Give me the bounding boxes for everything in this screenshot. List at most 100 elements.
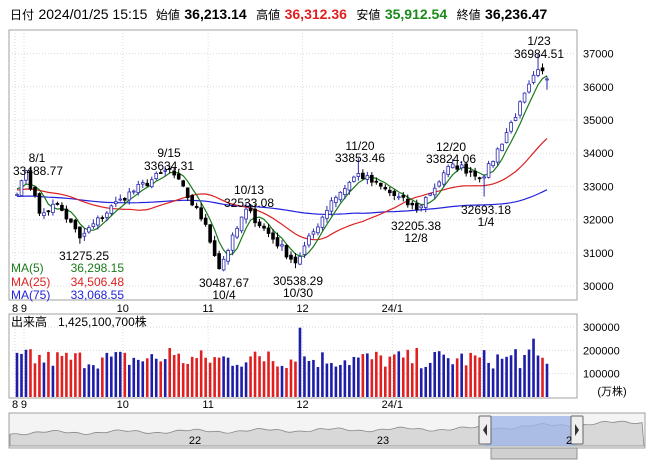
candle <box>181 179 185 188</box>
navigator-right-handle[interactable] <box>570 415 584 445</box>
candle <box>118 194 123 202</box>
candle <box>423 196 428 213</box>
candle <box>383 184 388 191</box>
candle <box>221 256 226 272</box>
volume-bar <box>208 362 212 397</box>
volume-label: 出来高 <box>11 314 47 329</box>
volume-bar <box>92 365 95 397</box>
volume-bar <box>406 349 410 397</box>
volume-bar <box>541 357 544 397</box>
volume-bar <box>249 356 252 397</box>
volume-bar <box>410 363 414 397</box>
volume-bar <box>419 368 423 397</box>
volume-bar <box>186 363 189 397</box>
candle <box>522 92 527 104</box>
volume-bar <box>38 354 41 397</box>
volume-bar <box>424 366 428 397</box>
candle <box>289 251 293 264</box>
candle <box>491 160 495 168</box>
volume-bar <box>303 356 306 397</box>
navigator-selection[interactable] <box>485 416 577 446</box>
price-annotation: 9/15 <box>157 146 181 160</box>
volume-bar <box>163 359 167 397</box>
candle <box>154 171 159 181</box>
candle <box>51 199 55 216</box>
candle <box>486 160 491 179</box>
open-label: 始値 <box>155 8 180 22</box>
price-annotation: 1/23 <box>527 34 551 48</box>
volume-bar <box>392 354 396 397</box>
candle <box>419 204 424 212</box>
volume-bar <box>15 352 19 397</box>
candle <box>329 197 334 216</box>
candle <box>334 195 338 208</box>
volume-bar <box>352 356 356 397</box>
ma25-legend-value: 34,506.48 <box>71 275 125 289</box>
price-annotation: 30538.29 <box>273 274 323 288</box>
volume-bar <box>460 353 463 397</box>
navigator[interactable]: 22 23 2 <box>8 412 646 460</box>
price-annotation: 33488.77 <box>13 164 63 178</box>
candle <box>109 204 114 216</box>
volume-y-tick: 100000 <box>583 369 620 381</box>
price-annotation: 32533.08 <box>224 196 274 210</box>
navigator-scrollbar[interactable] <box>490 447 578 460</box>
date-label: 日付 <box>10 8 35 22</box>
low-label: 安値 <box>356 8 381 22</box>
volume-bar <box>343 360 347 397</box>
volume-bar <box>87 364 91 397</box>
volume-bar <box>29 349 32 397</box>
price-annotation: 1/4 <box>478 215 495 229</box>
volume-bar <box>199 350 203 397</box>
candle <box>248 203 253 214</box>
navigator-label-22: 22 <box>189 435 201 447</box>
candle <box>450 159 455 169</box>
price-x-axis: 8 9 10 11 12 24/1 <box>12 303 403 315</box>
candle <box>320 215 325 231</box>
volume-bar <box>478 357 481 397</box>
navigator-left-handle[interactable] <box>478 415 492 445</box>
close-label: 終値 <box>456 8 481 22</box>
candle <box>325 205 329 223</box>
candle <box>280 239 284 251</box>
volume-bar <box>325 363 329 397</box>
candle <box>414 199 419 213</box>
candle <box>60 202 64 212</box>
high-label: 高値 <box>256 8 281 22</box>
volume-bar <box>213 357 216 397</box>
candle <box>239 216 244 234</box>
candle <box>158 170 163 175</box>
volume-bar <box>217 357 221 397</box>
price-annotation: 32693.18 <box>461 203 511 217</box>
candle <box>374 177 379 185</box>
volume-bar <box>366 353 369 397</box>
close-value: 36,236.47 <box>485 6 548 22</box>
candle <box>244 201 248 224</box>
volume-bars <box>15 327 549 397</box>
volume-bar <box>437 351 441 397</box>
volume-y-axis: 300000 200000 100000 <box>583 322 620 381</box>
volume-bar <box>509 355 513 397</box>
volume-bar <box>379 355 383 397</box>
candle <box>540 63 545 75</box>
ma75-line <box>16 189 548 216</box>
volume-bar <box>469 352 472 397</box>
candle <box>208 223 212 244</box>
volume-x-tick: 8 <box>12 399 18 411</box>
price-annotation: 33853.46 <box>335 151 385 165</box>
volume-bar <box>514 349 517 397</box>
volume-bar <box>240 366 243 397</box>
candle <box>527 80 531 94</box>
volume-bar <box>276 366 279 397</box>
volume-bar <box>195 358 198 397</box>
candle <box>145 179 150 187</box>
price-y-tick: 32000 <box>583 215 614 227</box>
price-y-axis: 37000 36000 35000 34000 33000 32000 31000 30000 <box>583 49 614 293</box>
volume-bar <box>33 363 37 397</box>
candle <box>194 202 199 210</box>
ma5-line <box>16 75 548 257</box>
candle <box>266 224 271 238</box>
candle <box>199 202 203 222</box>
volume-bar <box>496 354 499 397</box>
